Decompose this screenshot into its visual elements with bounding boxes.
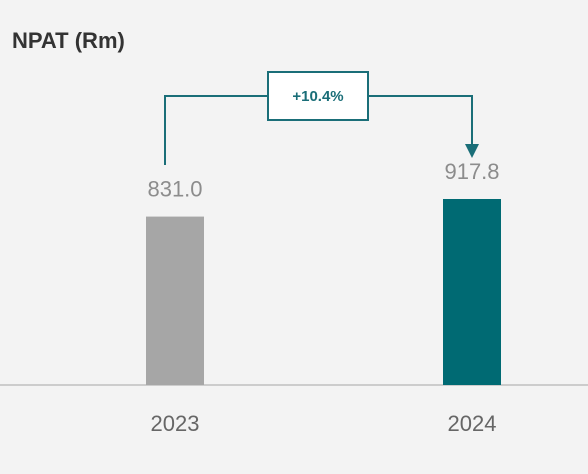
arrow-head [465, 144, 479, 158]
x-tick-label: 2024 [448, 411, 497, 436]
connector [368, 95, 473, 146]
value-label: 917.8 [444, 159, 499, 184]
annotation-box [267, 71, 369, 121]
x-tick-label: 2023 [151, 411, 200, 436]
bar [443, 199, 501, 385]
growth-annotation: +10.4% [164, 71, 479, 165]
bar [146, 216, 204, 385]
connector [164, 95, 268, 165]
value-label: 831.0 [147, 176, 202, 201]
annotation-text: +10.4% [292, 88, 343, 105]
chart-title: NPAT (Rm) [12, 28, 125, 53]
